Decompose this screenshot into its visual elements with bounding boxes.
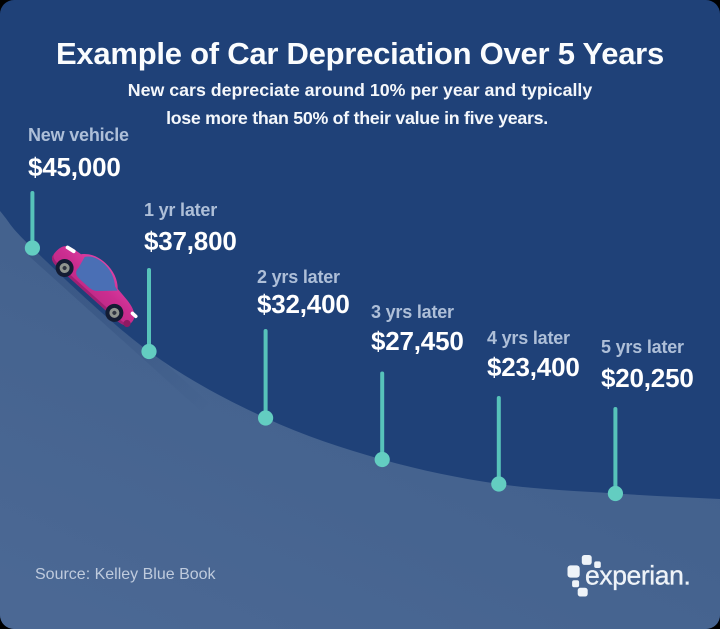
svg-text:experian.: experian. xyxy=(585,560,690,590)
